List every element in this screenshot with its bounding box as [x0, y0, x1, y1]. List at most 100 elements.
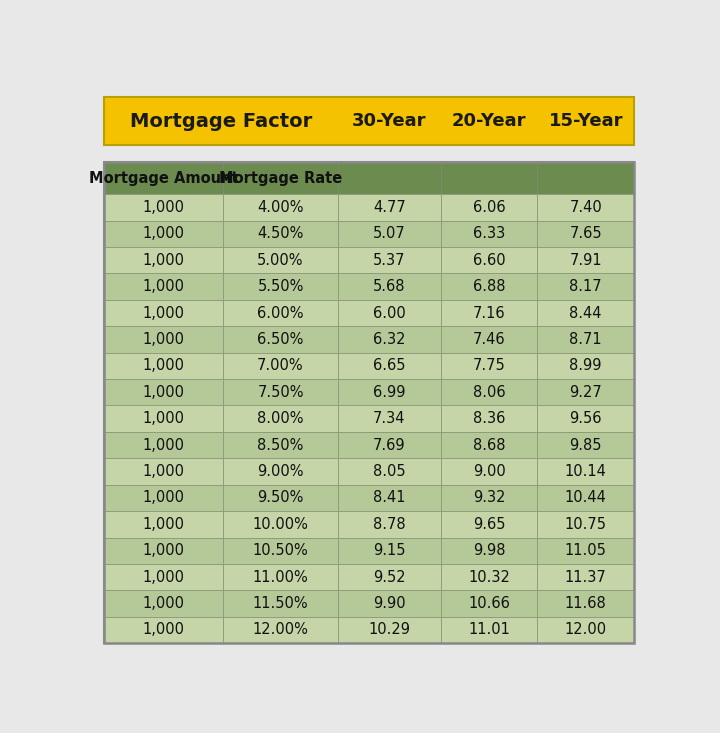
Text: Mortgage Factor: Mortgage Factor — [130, 111, 312, 130]
Text: 10.50%: 10.50% — [253, 543, 308, 559]
Bar — [104, 616, 223, 643]
Text: 8.41: 8.41 — [373, 490, 405, 505]
Bar — [441, 353, 537, 379]
Bar — [441, 511, 537, 537]
Bar — [104, 162, 634, 643]
Bar — [104, 432, 223, 458]
Text: 6.50%: 6.50% — [257, 332, 304, 347]
Text: 7.65: 7.65 — [570, 226, 602, 241]
Text: 1,000: 1,000 — [143, 517, 184, 532]
Bar — [441, 379, 537, 405]
Text: 1,000: 1,000 — [143, 358, 184, 373]
Text: 6.33: 6.33 — [473, 226, 505, 241]
Text: 9.90: 9.90 — [373, 596, 406, 611]
Text: 5.37: 5.37 — [373, 253, 405, 268]
Text: 9.50%: 9.50% — [257, 490, 304, 505]
Text: 7.40: 7.40 — [570, 200, 602, 215]
Bar — [338, 353, 441, 379]
Text: 11.50%: 11.50% — [253, 596, 308, 611]
Bar — [338, 194, 441, 221]
Bar — [537, 511, 634, 537]
Text: 6.06: 6.06 — [473, 200, 505, 215]
Text: 11.01: 11.01 — [468, 622, 510, 638]
Text: 6.00%: 6.00% — [257, 306, 304, 320]
Text: 9.15: 9.15 — [373, 543, 405, 559]
Bar — [104, 97, 634, 145]
Text: 1,000: 1,000 — [143, 490, 184, 505]
Text: 4.50%: 4.50% — [257, 226, 304, 241]
Bar — [223, 616, 338, 643]
Text: 10.14: 10.14 — [564, 464, 607, 479]
Bar — [104, 405, 223, 432]
Bar — [104, 162, 634, 643]
Text: 10.00%: 10.00% — [253, 517, 308, 532]
Text: 1,000: 1,000 — [143, 306, 184, 320]
Text: 11.05: 11.05 — [564, 543, 607, 559]
Text: 6.00: 6.00 — [373, 306, 406, 320]
Text: 9.52: 9.52 — [373, 570, 406, 585]
Text: 10.66: 10.66 — [468, 596, 510, 611]
Bar — [441, 326, 537, 353]
Text: 8.06: 8.06 — [473, 385, 505, 399]
Bar — [104, 458, 223, 485]
Text: 10.32: 10.32 — [468, 570, 510, 585]
Bar — [223, 511, 338, 537]
Text: 9.65: 9.65 — [473, 517, 505, 532]
Bar — [223, 162, 338, 194]
Bar — [223, 458, 338, 485]
Bar — [441, 221, 537, 247]
Text: 8.00%: 8.00% — [257, 411, 304, 426]
Text: 1,000: 1,000 — [143, 622, 184, 638]
Text: 11.00%: 11.00% — [253, 570, 308, 585]
Bar — [104, 221, 223, 247]
Text: 7.69: 7.69 — [373, 438, 406, 452]
Text: Mortgage Rate: Mortgage Rate — [219, 171, 342, 185]
Bar — [223, 194, 338, 221]
Text: 7.00%: 7.00% — [257, 358, 304, 373]
Text: 30-Year: 30-Year — [352, 112, 427, 130]
Bar — [537, 458, 634, 485]
Bar — [441, 564, 537, 590]
Bar — [223, 221, 338, 247]
Text: 1,000: 1,000 — [143, 596, 184, 611]
Text: 1,000: 1,000 — [143, 332, 184, 347]
Text: 8.17: 8.17 — [570, 279, 602, 294]
Bar — [537, 300, 634, 326]
Text: 8.36: 8.36 — [473, 411, 505, 426]
Bar — [537, 537, 634, 564]
Text: 5.00%: 5.00% — [257, 253, 304, 268]
Bar — [441, 162, 537, 194]
Text: 10.29: 10.29 — [369, 622, 410, 638]
Bar — [441, 300, 537, 326]
Bar — [537, 616, 634, 643]
Bar — [223, 405, 338, 432]
Bar — [223, 353, 338, 379]
Text: 7.34: 7.34 — [373, 411, 405, 426]
Bar — [441, 616, 537, 643]
Text: 8.68: 8.68 — [473, 438, 505, 452]
Bar — [104, 590, 223, 616]
Text: 1,000: 1,000 — [143, 226, 184, 241]
Bar — [223, 590, 338, 616]
Bar — [537, 590, 634, 616]
Bar — [223, 247, 338, 273]
Text: 11.68: 11.68 — [565, 596, 606, 611]
Bar — [338, 537, 441, 564]
Text: 8.44: 8.44 — [570, 306, 602, 320]
Bar — [338, 247, 441, 273]
Bar — [537, 432, 634, 458]
Bar — [537, 221, 634, 247]
Text: 1,000: 1,000 — [143, 543, 184, 559]
Text: 4.77: 4.77 — [373, 200, 406, 215]
Bar — [338, 590, 441, 616]
Bar — [441, 485, 537, 511]
Bar — [104, 273, 223, 300]
Bar — [104, 194, 223, 221]
Bar — [223, 537, 338, 564]
Bar — [441, 432, 537, 458]
Bar — [537, 353, 634, 379]
Bar — [104, 379, 223, 405]
Bar — [338, 511, 441, 537]
Bar — [223, 432, 338, 458]
Bar — [338, 300, 441, 326]
